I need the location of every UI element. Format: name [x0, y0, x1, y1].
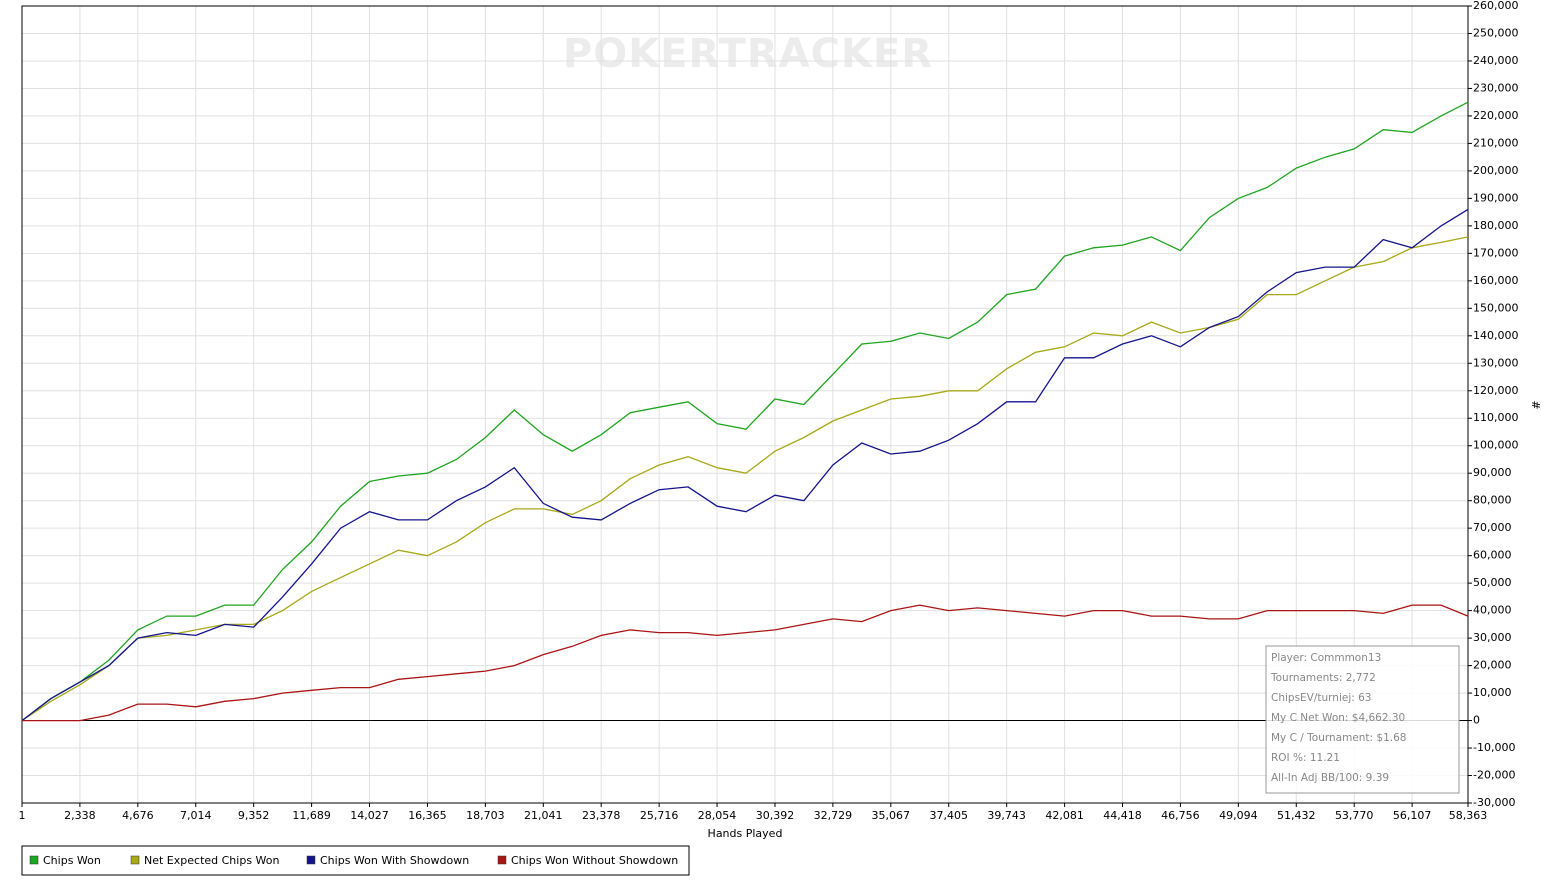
y-tick-label: -30,000 [1473, 796, 1515, 809]
y-tick-label: 50,000 [1473, 576, 1512, 589]
y-tick-label: 40,000 [1473, 604, 1512, 617]
y-tick-label: 180,000 [1473, 219, 1519, 232]
y-tick-label: 240,000 [1473, 54, 1519, 67]
x-tick-label: 28,054 [698, 809, 737, 822]
x-tick-label: 51,432 [1277, 809, 1316, 822]
y-tick-label: 120,000 [1473, 384, 1519, 397]
info-line: ROI %: 11.21 [1271, 752, 1340, 764]
y-axis-label: # [1529, 400, 1542, 409]
y-tick-label: 170,000 [1473, 246, 1519, 259]
y-tick-label: 190,000 [1473, 191, 1519, 204]
plot-border [21, 5, 1469, 804]
y-tick-label: 110,000 [1473, 411, 1519, 424]
y-tick-label: 0 [1473, 714, 1480, 727]
x-tick-label: 9,352 [238, 809, 270, 822]
legend-swatch [29, 855, 39, 865]
info-line: Player: Commmon13 [1271, 652, 1381, 664]
legend-label: Chips Won Without Showdown [511, 854, 678, 867]
info-line: ChipsEV/turniej: 63 [1271, 692, 1371, 704]
info-line: Tournaments: 2,772 [1270, 672, 1376, 684]
y-tick-label: 10,000 [1473, 686, 1512, 699]
x-tick-label: 32,729 [814, 809, 853, 822]
series-line [21, 101, 1469, 722]
info-line: My C / Tournament: $1.68 [1271, 732, 1406, 744]
y-tick-label: 130,000 [1473, 356, 1519, 369]
grid [21, 5, 1469, 804]
x-tick-label: 25,716 [640, 809, 679, 822]
x-tick-label: 44,418 [1103, 809, 1142, 822]
x-tick-label: 14,027 [350, 809, 389, 822]
x-tick-label: 7,014 [180, 809, 212, 822]
x-tick-label: 21,041 [524, 809, 563, 822]
legend-label: Chips Won With Showdown [320, 854, 469, 867]
x-tick-label: 37,405 [929, 809, 968, 822]
y-tick-label: 70,000 [1473, 521, 1512, 534]
x-tick-label: 4,676 [122, 809, 154, 822]
x-tick-label: 58,363 [1449, 809, 1488, 822]
y-tick-label: 30,000 [1473, 631, 1512, 644]
y-tick-label: 220,000 [1473, 109, 1519, 122]
y-tick-label: 200,000 [1473, 164, 1519, 177]
y-tick-label: 100,000 [1473, 439, 1519, 452]
legend-swatch [497, 855, 507, 865]
y-tick-label: 250,000 [1473, 26, 1519, 39]
y-tick-label: 210,000 [1473, 136, 1519, 149]
y-tick-label: 150,000 [1473, 301, 1519, 314]
y-tick-label: 230,000 [1473, 81, 1519, 94]
y-tick-label: 260,000 [1473, 0, 1519, 12]
y-tick-label: 140,000 [1473, 329, 1519, 342]
x-tick-label: 35,067 [872, 809, 911, 822]
y-tick-label: 80,000 [1473, 494, 1512, 507]
legend-swatch [306, 855, 316, 865]
x-tick-label: 16,365 [408, 809, 447, 822]
series-line [21, 236, 1469, 722]
x-tick-label: 30,392 [756, 809, 795, 822]
legend-label: Net Expected Chips Won [144, 854, 280, 867]
x-tick-label: 53,770 [1335, 809, 1374, 822]
x-tick-label: 49,094 [1219, 809, 1258, 822]
x-tick-label: 11,689 [292, 809, 331, 822]
series-line [22, 604, 1469, 722]
x-tick-label: 2,338 [64, 809, 96, 822]
series-line [21, 208, 1469, 722]
x-axis-label: Hands Played [708, 827, 783, 840]
info-box: Player: Commmon13 Tournaments: 2,772 Chips… [1265, 645, 1460, 794]
y-tick-label: -10,000 [1473, 741, 1515, 754]
info-line: All-In Adj BB/100: 9.39 [1271, 772, 1389, 784]
y-tick-label: 20,000 [1473, 659, 1512, 672]
x-tick-label: 39,743 [987, 809, 1026, 822]
x-tick-label: 18,703 [466, 809, 505, 822]
watermark: POKERTRACKER [563, 31, 933, 77]
x-tick-label: 46,756 [1161, 809, 1200, 822]
x-tick-label: 56,107 [1393, 809, 1432, 822]
x-tick-label: 42,081 [1045, 809, 1084, 822]
y-tick-label: 160,000 [1473, 274, 1519, 287]
x-tick-label: 1 [19, 809, 26, 822]
y-tick-label: 90,000 [1473, 466, 1512, 479]
info-line: My C Net Won: $4,662.30 [1271, 712, 1405, 724]
legend: Chips Won Net Expected Chips Won Chips Won… [21, 845, 690, 876]
y-tick-label: 60,000 [1473, 549, 1512, 562]
legend-swatch [130, 855, 140, 865]
info-box-frame [1265, 645, 1460, 794]
y-tick-label: -20,000 [1473, 769, 1515, 782]
x-tick-label: 23,378 [582, 809, 621, 822]
legend-label: Chips Won [43, 854, 101, 867]
